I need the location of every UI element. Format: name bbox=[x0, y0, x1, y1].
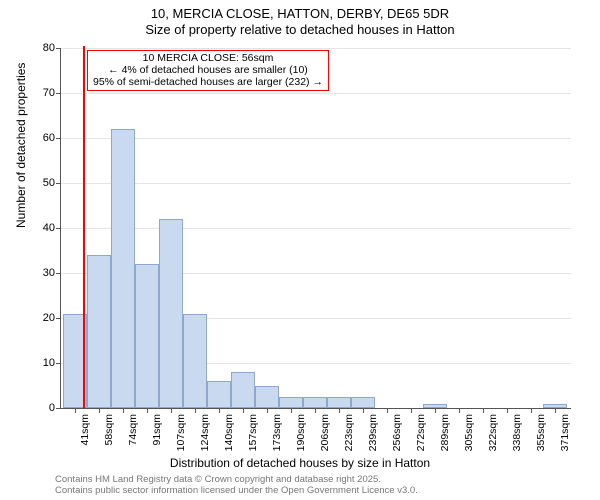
x-tick-label: 74sqm bbox=[127, 414, 139, 446]
x-tick bbox=[483, 408, 484, 413]
x-tick-label: 322sqm bbox=[487, 414, 499, 451]
x-tick-label: 58sqm bbox=[103, 414, 115, 446]
y-tick-label: 60 bbox=[43, 132, 55, 144]
x-axis-label: Distribution of detached houses by size … bbox=[0, 456, 600, 470]
y-tick bbox=[56, 183, 61, 184]
x-tick bbox=[291, 408, 292, 413]
x-tick bbox=[243, 408, 244, 413]
y-tick-label: 20 bbox=[43, 312, 55, 324]
x-tick-label: 140sqm bbox=[223, 414, 235, 451]
x-tick bbox=[75, 408, 76, 413]
x-tick bbox=[363, 408, 364, 413]
annotation-line3: 95% of semi-detached houses are larger (… bbox=[93, 76, 323, 88]
x-tick bbox=[99, 408, 100, 413]
x-tick-label: 157sqm bbox=[247, 414, 259, 451]
x-tick-label: 173sqm bbox=[271, 414, 283, 451]
x-tick bbox=[195, 408, 196, 413]
histogram-bar bbox=[327, 397, 351, 408]
x-tick-label: 190sqm bbox=[295, 414, 307, 451]
annotation-line1: 10 MERCIA CLOSE: 56sqm bbox=[93, 52, 323, 64]
x-tick-label: 206sqm bbox=[319, 414, 331, 451]
histogram-bar bbox=[255, 386, 279, 409]
y-tick-label: 70 bbox=[43, 87, 55, 99]
x-tick-label: 107sqm bbox=[175, 414, 187, 451]
y-tick-label: 0 bbox=[49, 402, 55, 414]
histogram-plot: 0102030405060708041sqm58sqm74sqm91sqm107… bbox=[60, 48, 571, 409]
x-tick bbox=[459, 408, 460, 413]
annotation-line2: ← 4% of detached houses are smaller (10) bbox=[93, 64, 323, 76]
x-tick-label: 256sqm bbox=[391, 414, 403, 451]
y-axis-label: Number of detached properties bbox=[14, 63, 28, 228]
y-tick bbox=[56, 318, 61, 319]
y-tick-label: 30 bbox=[43, 267, 55, 279]
x-tick bbox=[555, 408, 556, 413]
x-tick-label: 41sqm bbox=[79, 414, 91, 446]
histogram-bar bbox=[111, 129, 135, 408]
y-tick-label: 50 bbox=[43, 177, 55, 189]
chart-title: 10, MERCIA CLOSE, HATTON, DERBY, DE65 5D… bbox=[0, 0, 600, 37]
x-tick bbox=[435, 408, 436, 413]
gridline bbox=[61, 48, 571, 49]
y-tick bbox=[56, 138, 61, 139]
y-tick bbox=[56, 273, 61, 274]
title-line1: 10, MERCIA CLOSE, HATTON, DERBY, DE65 5D… bbox=[0, 6, 600, 22]
gridline bbox=[61, 183, 571, 184]
title-line2: Size of property relative to detached ho… bbox=[0, 22, 600, 38]
x-tick bbox=[219, 408, 220, 413]
y-tick-label: 40 bbox=[43, 222, 55, 234]
x-tick-label: 223sqm bbox=[343, 414, 355, 451]
y-tick bbox=[56, 408, 61, 409]
x-tick bbox=[147, 408, 148, 413]
x-tick bbox=[267, 408, 268, 413]
x-tick-label: 371sqm bbox=[559, 414, 571, 451]
reference-line bbox=[83, 46, 85, 408]
y-tick bbox=[56, 363, 61, 364]
histogram-bar bbox=[159, 219, 183, 408]
x-tick bbox=[171, 408, 172, 413]
x-tick bbox=[123, 408, 124, 413]
histogram-bar bbox=[183, 314, 207, 409]
x-tick bbox=[411, 408, 412, 413]
x-tick bbox=[507, 408, 508, 413]
y-tick bbox=[56, 228, 61, 229]
x-tick-label: 272sqm bbox=[415, 414, 427, 451]
x-tick-label: 239sqm bbox=[367, 414, 379, 451]
x-tick bbox=[339, 408, 340, 413]
histogram-bar bbox=[231, 372, 255, 408]
x-tick-label: 91sqm bbox=[151, 414, 163, 446]
attribution-footer: Contains HM Land Registry data © Crown c… bbox=[55, 475, 418, 497]
footer-line2: Contains public sector information licen… bbox=[55, 486, 418, 497]
gridline bbox=[61, 138, 571, 139]
histogram-bar bbox=[135, 264, 159, 408]
histogram-bar bbox=[279, 397, 303, 408]
histogram-bar bbox=[303, 397, 327, 408]
x-tick-label: 124sqm bbox=[199, 414, 211, 451]
x-tick-label: 338sqm bbox=[511, 414, 523, 451]
x-tick-label: 289sqm bbox=[439, 414, 451, 451]
y-tick bbox=[56, 48, 61, 49]
histogram-bar bbox=[207, 381, 231, 408]
y-tick-label: 10 bbox=[43, 357, 55, 369]
x-tick-label: 305sqm bbox=[463, 414, 475, 451]
x-tick-label: 355sqm bbox=[535, 414, 547, 451]
y-tick-label: 80 bbox=[43, 42, 55, 54]
histogram-bar bbox=[87, 255, 111, 408]
histogram-bar bbox=[351, 397, 375, 408]
gridline bbox=[61, 228, 571, 229]
x-tick bbox=[531, 408, 532, 413]
gridline bbox=[61, 93, 571, 94]
annotation-box: 10 MERCIA CLOSE: 56sqm ← 4% of detached … bbox=[87, 50, 329, 91]
x-tick bbox=[315, 408, 316, 413]
x-tick bbox=[387, 408, 388, 413]
y-tick bbox=[56, 93, 61, 94]
